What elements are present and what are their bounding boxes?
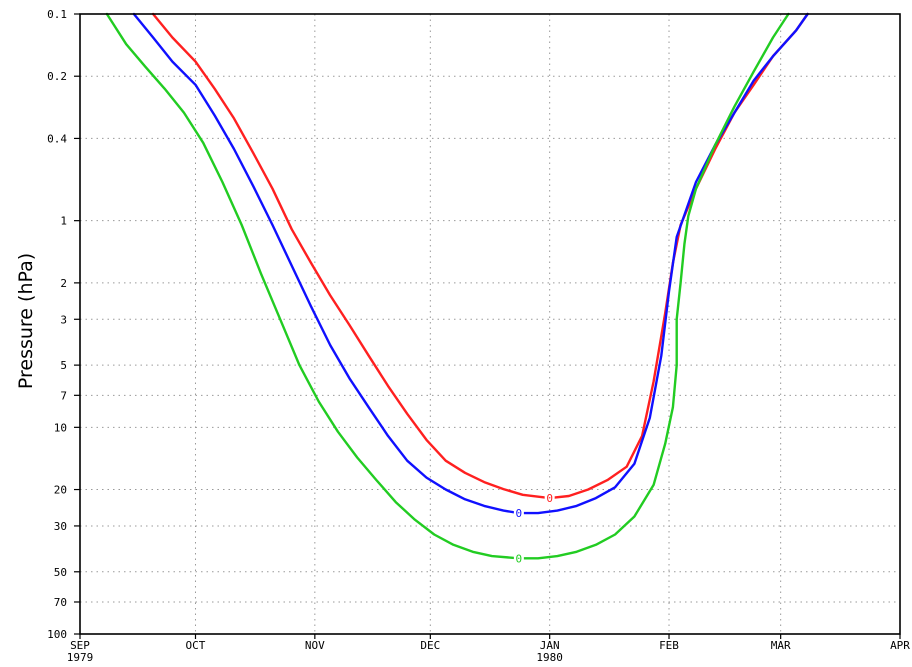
x-tick-label: JAN bbox=[540, 639, 560, 652]
x-tick-label: APR bbox=[890, 639, 910, 652]
contour-label-mask bbox=[513, 506, 524, 521]
y-tick-label: 50 bbox=[54, 566, 67, 579]
y-tick-label: 0.4 bbox=[47, 132, 67, 145]
y-tick-label: 3 bbox=[60, 313, 67, 326]
y-axis-label: Pressure (hPa) bbox=[15, 253, 37, 389]
y-tick-label: 1 bbox=[60, 215, 67, 228]
contour-label: 0 bbox=[516, 507, 523, 520]
y-tick-label: 0.2 bbox=[47, 70, 67, 83]
series-line bbox=[105, 12, 790, 560]
y-axis-ticks: 0.1 0.2 0.4 1 2 3 5 7 10 20 30 50 70 100 bbox=[47, 8, 80, 641]
x-tick-label: DEC bbox=[420, 639, 440, 652]
series-lines bbox=[105, 12, 809, 560]
y-tick-label: 10 bbox=[54, 421, 67, 434]
x-tick-label: MAR bbox=[771, 639, 791, 652]
x-tick-year-label: 1980 bbox=[536, 651, 563, 664]
x-tick-label: FEB bbox=[659, 639, 679, 652]
x-tick-year-label: 1979 bbox=[67, 651, 94, 664]
series-line bbox=[132, 12, 809, 515]
x-tick-label: SEP bbox=[70, 639, 90, 652]
contour-labels: 0 0 0 bbox=[513, 491, 555, 566]
grid-lines bbox=[80, 14, 900, 634]
y-tick-label: 7 bbox=[60, 389, 67, 402]
contour-label-mask bbox=[544, 491, 555, 506]
y-tick-label: 20 bbox=[54, 484, 67, 497]
contour-label: 0 bbox=[516, 552, 523, 565]
x-tick-label: OCT bbox=[186, 639, 206, 652]
y-tick-label: 70 bbox=[54, 596, 67, 609]
contour-label-mask bbox=[513, 551, 524, 566]
y-tick-label: 5 bbox=[60, 359, 67, 372]
y-tick-label: 2 bbox=[60, 277, 67, 290]
y-tick-label: 30 bbox=[54, 520, 67, 533]
y-tick-label: 100 bbox=[47, 628, 67, 641]
series-line bbox=[151, 12, 809, 500]
contour-label: 0 bbox=[546, 492, 553, 505]
y-tick-label: 0.1 bbox=[47, 8, 67, 21]
plot-frame bbox=[79, 13, 901, 635]
x-tick-label: NOV bbox=[305, 639, 325, 652]
